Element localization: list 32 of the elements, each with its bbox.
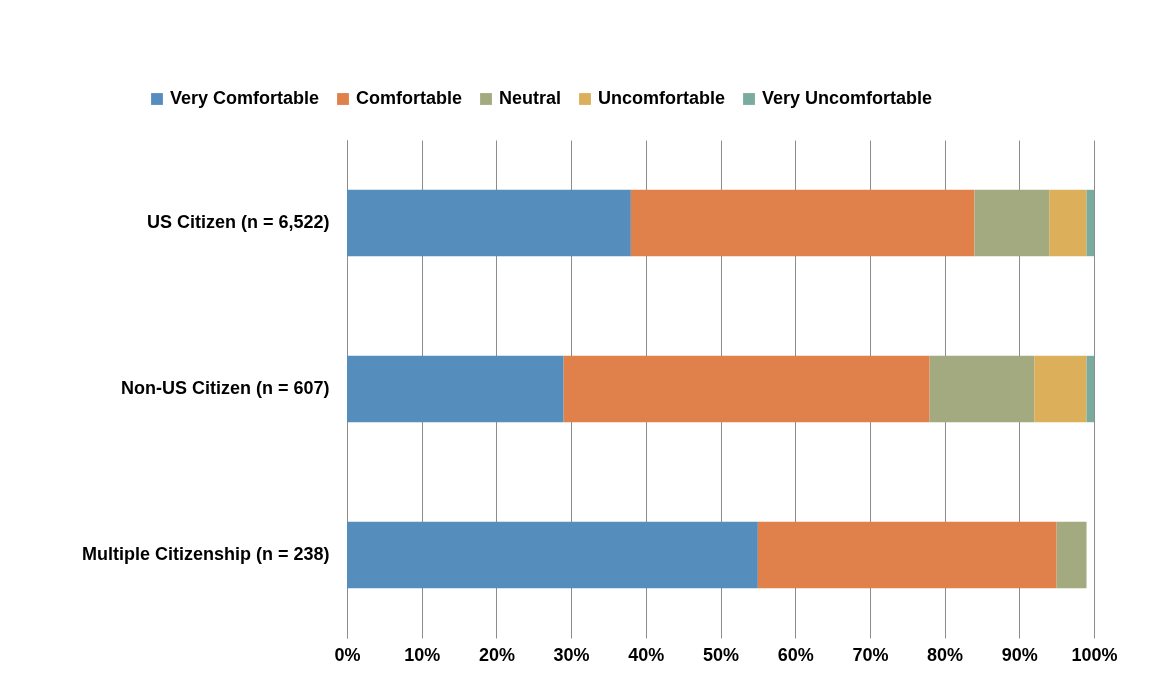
- legend-label: Very Comfortable: [170, 88, 320, 108]
- legend-label: Very Uncomfortable: [762, 88, 933, 108]
- legend-label: Uncomfortable: [598, 88, 726, 108]
- bar: [929, 355, 1035, 423]
- bar: [1034, 355, 1087, 423]
- bar: [347, 521, 758, 589]
- y-tick-label: US Citizen (n = 6,522): [146, 212, 330, 232]
- bar: [757, 521, 1057, 589]
- bar: [630, 189, 975, 257]
- bar: [347, 189, 631, 257]
- x-tick-label: 40%: [628, 644, 665, 665]
- y-tick-label: Non-US Citizen (n = 607): [120, 378, 330, 398]
- x-tick-label: 100%: [1071, 644, 1118, 665]
- x-tick-label: 20%: [478, 644, 515, 665]
- legend-label: Comfortable: [356, 88, 463, 108]
- x-tick-label: 50%: [702, 644, 740, 665]
- bar: [563, 355, 930, 423]
- x-tick-label: 0%: [334, 644, 361, 665]
- x-tick-label: 10%: [404, 644, 441, 665]
- x-tick-label: 70%: [852, 644, 889, 665]
- legend-label: Neutral: [499, 88, 562, 108]
- x-tick-label: 30%: [553, 644, 590, 665]
- bar: [347, 355, 564, 423]
- bar: [1056, 521, 1087, 589]
- x-tick-label: 90%: [1001, 644, 1038, 665]
- x-tick-label: 80%: [927, 644, 964, 665]
- bar: [974, 189, 1050, 257]
- bar: [1086, 355, 1094, 423]
- x-tick-label: 60%: [777, 644, 814, 665]
- bar: [1049, 189, 1087, 257]
- y-tick-label: Multiple Citizenship (n = 238): [81, 544, 330, 564]
- bar: [1086, 189, 1094, 257]
